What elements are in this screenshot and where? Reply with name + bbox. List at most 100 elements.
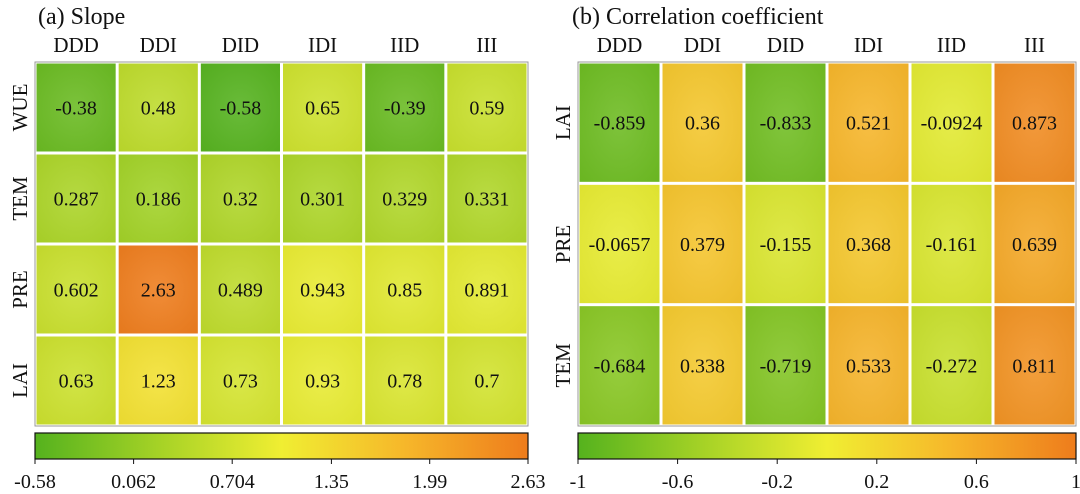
heatmap-cell-tem-idi: [283, 154, 363, 243]
heatmap-cell-wue-ddi: [118, 63, 198, 152]
cell-value-pre-did: -0.155: [760, 234, 812, 256]
colorbar-tick-label-p0-1: 0.062: [111, 471, 156, 493]
row-label-wue: WUE: [8, 84, 32, 132]
heatmap-cell-wue-iii: [447, 63, 527, 152]
heatmap-frame: [34, 61, 529, 427]
cell-value-wue-iid: -0.39: [384, 98, 426, 120]
colorbar-tick-label-p1-4: 0.6: [964, 471, 989, 493]
cell-value-lai-iii: 0.873: [1012, 113, 1057, 135]
heatmap-cell-tem-ddd: [36, 154, 116, 243]
heatmap-cell-pre-idi: [828, 184, 909, 304]
column-label-ddd: DDD: [597, 33, 643, 57]
colorbar-tick-label-p0-4: 1.99: [412, 471, 447, 493]
cell-value-tem-iii: 0.331: [464, 189, 509, 211]
heatmap-cell-pre-iid: [365, 245, 445, 334]
column-label-did: DID: [767, 33, 804, 57]
cell-value-pre-ddi: 0.379: [680, 234, 725, 256]
cell-value-lai-did: -0.833: [760, 113, 812, 135]
row-label-pre: PRE: [551, 225, 575, 264]
cell-value-tem-iid: -0.272: [926, 355, 978, 377]
cell-value-lai-ddd: -0.859: [594, 113, 646, 135]
heatmap-cell-lai-iii: [447, 336, 527, 425]
cell-value-tem-did: 0.32: [223, 189, 258, 211]
heatmap-frame: [577, 61, 1077, 427]
cell-value-lai-iii: 0.7: [474, 371, 499, 393]
colorbar-p1: [577, 432, 1077, 460]
cell-value-wue-ddi: 0.48: [141, 98, 176, 120]
heatmap-cell-pre-iii: [447, 245, 527, 334]
heatmap-cell-tem-did: [200, 154, 280, 243]
heatmap-background: [35, 62, 528, 426]
heatmap-cell-pre-ddd: [36, 245, 116, 334]
cell-value-tem-ddi: 0.338: [680, 355, 725, 377]
heatmap-cell-wue-did: [200, 63, 280, 152]
heatmap-cell-lai-did: [200, 336, 280, 425]
heatmap-cell-lai-idi: [283, 336, 363, 425]
heatmap-cell-wue-iid: [365, 63, 445, 152]
heatmap-cell-lai-iii: [994, 63, 1075, 182]
cell-value-tem-idi: 0.533: [846, 355, 891, 377]
heatmap-cell-tem-did: [745, 306, 826, 425]
heatmap-cell-pre-iid: [911, 184, 992, 304]
cell-value-tem-did: -0.719: [760, 355, 812, 377]
colorbar-tick-label-p1-3: 0.2: [864, 471, 889, 493]
cell-value-tem-iid: 0.329: [382, 189, 427, 211]
cell-value-pre-ddi: 2.63: [141, 280, 176, 302]
colorbar-tick-label-p0-3: 1.35: [314, 471, 349, 493]
colorbar-tick-label-p1-2: -0.2: [761, 471, 793, 493]
heatmap-cell-wue-idi: [283, 63, 363, 152]
heatmap-cell-tem-iii: [447, 154, 527, 243]
cell-value-lai-iid: -0.0924: [921, 113, 983, 135]
column-label-ddd: DDD: [53, 33, 99, 57]
heatmap-cell-tem-iid: [365, 154, 445, 243]
cell-value-lai-ddi: 0.36: [685, 113, 720, 135]
heatmap-cell-tem-ddd: [579, 306, 660, 425]
heatmap-cell-tem-ddi: [118, 154, 198, 243]
heatmap-cell-wue-ddd: [36, 63, 116, 152]
heatmap-cell-lai-idi: [828, 63, 909, 182]
heatmap-background: [578, 62, 1076, 426]
cell-value-tem-idi: 0.301: [300, 189, 345, 211]
cell-value-lai-idi: 0.93: [305, 371, 340, 393]
row-label-lai: LAI: [8, 363, 32, 398]
heatmap-cell-pre-did: [200, 245, 280, 334]
cell-value-pre-ddd: 0.602: [54, 280, 99, 302]
cell-value-wue-did: -0.58: [220, 98, 262, 120]
heatmap-cell-pre-did: [745, 184, 826, 304]
cell-value-pre-ddd: -0.0657: [589, 234, 651, 256]
cell-value-pre-iid: -0.161: [926, 234, 978, 256]
heatmap-cell-lai-did: [745, 63, 826, 182]
heatmap-cell-lai-ddi: [118, 336, 198, 425]
cell-value-wue-iii: 0.59: [469, 98, 504, 120]
row-label-tem: TEM: [8, 176, 32, 221]
cell-value-tem-iii: 0.811: [1012, 355, 1056, 377]
cell-value-lai-idi: 0.521: [846, 113, 891, 135]
row-label-lai: LAI: [551, 105, 575, 140]
cell-value-pre-iii: 0.891: [464, 280, 509, 302]
panel-title-p1: (b) Correlation coefficient: [572, 4, 824, 30]
cell-value-tem-ddi: 0.186: [136, 189, 181, 211]
heatmap-cell-pre-ddi: [118, 245, 198, 334]
column-label-idi: IDI: [854, 33, 883, 57]
column-label-ddi: DDI: [684, 33, 721, 57]
colorbar-tick-label-p0-2: 0.704: [210, 471, 255, 493]
cell-value-lai-did: 0.73: [223, 371, 258, 393]
column-label-idi: IDI: [308, 33, 337, 57]
column-label-iid: IID: [937, 33, 966, 57]
heatmap-cell-pre-ddd: [579, 184, 660, 304]
heatmap-cell-tem-iii: [994, 306, 1075, 425]
row-label-pre: PRE: [8, 270, 32, 309]
cell-value-pre-idi: 0.368: [846, 234, 891, 256]
colorbar-tick-label-p1-0: -1: [570, 471, 587, 493]
colorbar-tick-label-p1-1: -0.6: [662, 471, 694, 493]
cell-value-lai-ddi: 1.23: [141, 371, 176, 393]
column-label-did: DID: [222, 33, 259, 57]
heatmap-cell-pre-iii: [994, 184, 1075, 304]
heatmap-cell-lai-iid: [365, 336, 445, 425]
heatmap-cell-tem-iid: [911, 306, 992, 425]
colorbar-tick-label-p0-5: 2.63: [511, 471, 546, 493]
column-label-iii: III: [476, 33, 497, 57]
colorbar-p0: [34, 432, 529, 460]
